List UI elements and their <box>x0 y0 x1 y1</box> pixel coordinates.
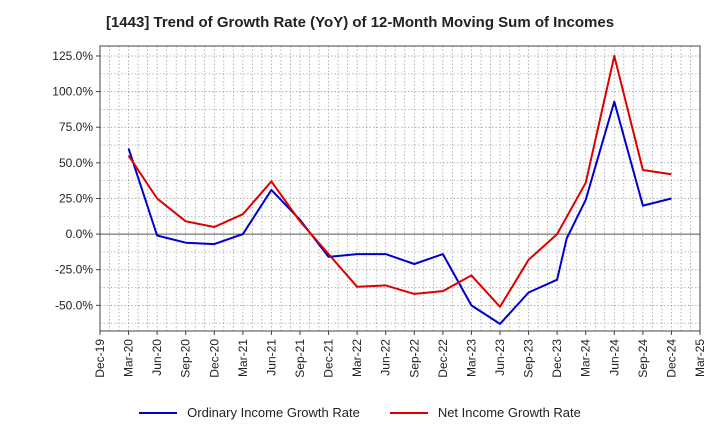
legend-swatch-net-income <box>389 411 428 414</box>
chart-title: [1443] Trend of Growth Rate (YoY) of 12-… <box>105 14 615 31</box>
x-tick-label: Dec-23 <box>550 339 564 378</box>
y-tick-label: -25.0% <box>55 263 93 277</box>
y-tick-label: 100.0% <box>52 85 93 99</box>
legend-label-ordinary-income: Ordinary Income Growth Rate <box>187 405 360 420</box>
x-tick-label: Mar-24 <box>579 339 593 377</box>
x-tick-label: Jun-23 <box>493 339 507 376</box>
x-tick-label: Dec-24 <box>664 339 678 378</box>
x-tick-label: Dec-22 <box>436 339 450 378</box>
x-tick-label: Sep-22 <box>407 339 421 378</box>
x-tick-label: Sep-20 <box>179 339 193 378</box>
x-tick-label: Dec-21 <box>322 339 336 378</box>
legend-label-net-income: Net Income Growth Rate <box>437 405 581 420</box>
x-tick-label: Jun-24 <box>607 339 621 376</box>
series-line-ordinary-income <box>127 100 672 325</box>
series-line-net-income <box>127 55 672 308</box>
y-tick-label: -50.0% <box>55 298 93 312</box>
x-tick-label: Mar-25 <box>693 339 707 377</box>
x-tick-label: Mar-22 <box>350 339 364 377</box>
x-tick-label: Jun-20 <box>150 339 164 376</box>
y-tick-label: 0.0% <box>66 227 94 241</box>
legend-item-ordinary-income: Ordinary Income Growth Rate <box>139 405 360 420</box>
x-tick-label: Sep-21 <box>293 339 307 378</box>
x-tick-label: Mar-23 <box>464 339 478 377</box>
legend: Ordinary Income Growth Rate Net Income G… <box>0 405 720 420</box>
y-tick-label: 25.0% <box>59 191 93 205</box>
y-tick-label: 50.0% <box>59 156 93 170</box>
x-tick-label: Mar-20 <box>122 339 136 377</box>
x-tick-label: Sep-24 <box>636 339 650 378</box>
legend-swatch-ordinary-income <box>139 411 178 414</box>
plot-border <box>99 45 701 332</box>
x-tick-label: Jun-21 <box>264 339 278 376</box>
legend-item-net-income: Net Income Growth Rate <box>389 405 581 420</box>
y-tick-label: 75.0% <box>59 120 93 134</box>
x-tick-label: Sep-23 <box>522 339 536 378</box>
x-tick-label: Dec-19 <box>93 339 107 378</box>
y-tick-label: 125.0% <box>52 49 93 63</box>
x-tick-label: Jun-22 <box>379 339 393 376</box>
x-tick-label: Mar-21 <box>236 339 250 377</box>
x-tick-label: Dec-20 <box>207 339 221 378</box>
